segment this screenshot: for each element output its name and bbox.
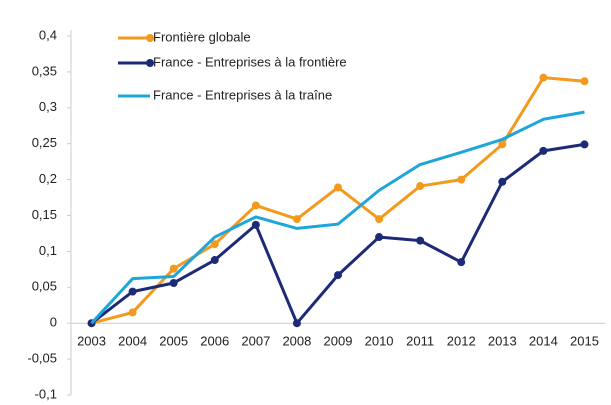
marker <box>580 140 589 149</box>
y-tick-label: -0,1 <box>35 386 57 401</box>
y-tick-label: 0,1 <box>39 243 57 258</box>
y-tick-label: 0,4 <box>39 27 57 42</box>
marker <box>128 287 137 296</box>
y-tick-label: 0,15 <box>32 207 57 222</box>
marker <box>539 73 548 82</box>
marker <box>416 236 425 245</box>
y-tick-label: -0,05 <box>27 351 57 366</box>
marker <box>375 233 384 242</box>
y-tick-label: 0,05 <box>32 279 57 294</box>
x-tick-label: 2011 <box>406 334 434 349</box>
x-tick-label: 2012 <box>447 334 476 349</box>
marker <box>375 215 384 224</box>
series-line <box>90 110 585 325</box>
x-tick-label: 2003 <box>77 334 106 349</box>
x-tick-label: 2006 <box>200 334 229 349</box>
marker <box>210 256 219 265</box>
legend-label: France - Entreprises à la traîne <box>153 87 332 102</box>
marker <box>334 271 342 280</box>
marker <box>498 177 507 186</box>
y-tick-label: 0,35 <box>32 63 57 78</box>
legend-marker <box>146 59 154 67</box>
x-tick-label: 2013 <box>488 334 517 349</box>
legend-marker <box>146 34 154 42</box>
marker <box>169 264 178 273</box>
marker <box>457 175 466 184</box>
x-tick-label: 2008 <box>282 334 311 349</box>
marker <box>292 319 301 328</box>
x-tick-label: 2014 <box>529 334 558 349</box>
legend-label: France - Entreprises à la frontière <box>153 54 347 69</box>
x-tick-label: 2015 <box>570 334 599 349</box>
marker <box>210 240 219 249</box>
marker <box>457 258 466 267</box>
y-tick-label: 0,25 <box>32 135 57 150</box>
marker <box>292 215 301 224</box>
x-tick-label: 2005 <box>159 334 188 349</box>
x-tick-label: 2004 <box>118 334 147 349</box>
marker <box>498 140 507 149</box>
marker <box>416 182 425 191</box>
marker <box>251 201 260 210</box>
y-tick-label: 0 <box>50 315 57 330</box>
y-tick-label: 0,2 <box>39 171 57 186</box>
marker <box>169 278 178 287</box>
marker <box>128 308 137 317</box>
y-tick-label: 0,3 <box>39 99 57 114</box>
series-line <box>91 76 585 325</box>
series-line <box>90 142 585 325</box>
marker <box>539 146 548 155</box>
legend-label: Frontière globale <box>153 29 251 44</box>
x-tick-label: 2010 <box>365 334 394 349</box>
marker <box>251 220 260 229</box>
x-tick-label: 2007 <box>241 334 270 349</box>
marker <box>334 183 342 192</box>
x-tick-label: 2009 <box>324 334 353 349</box>
marker <box>580 77 589 86</box>
